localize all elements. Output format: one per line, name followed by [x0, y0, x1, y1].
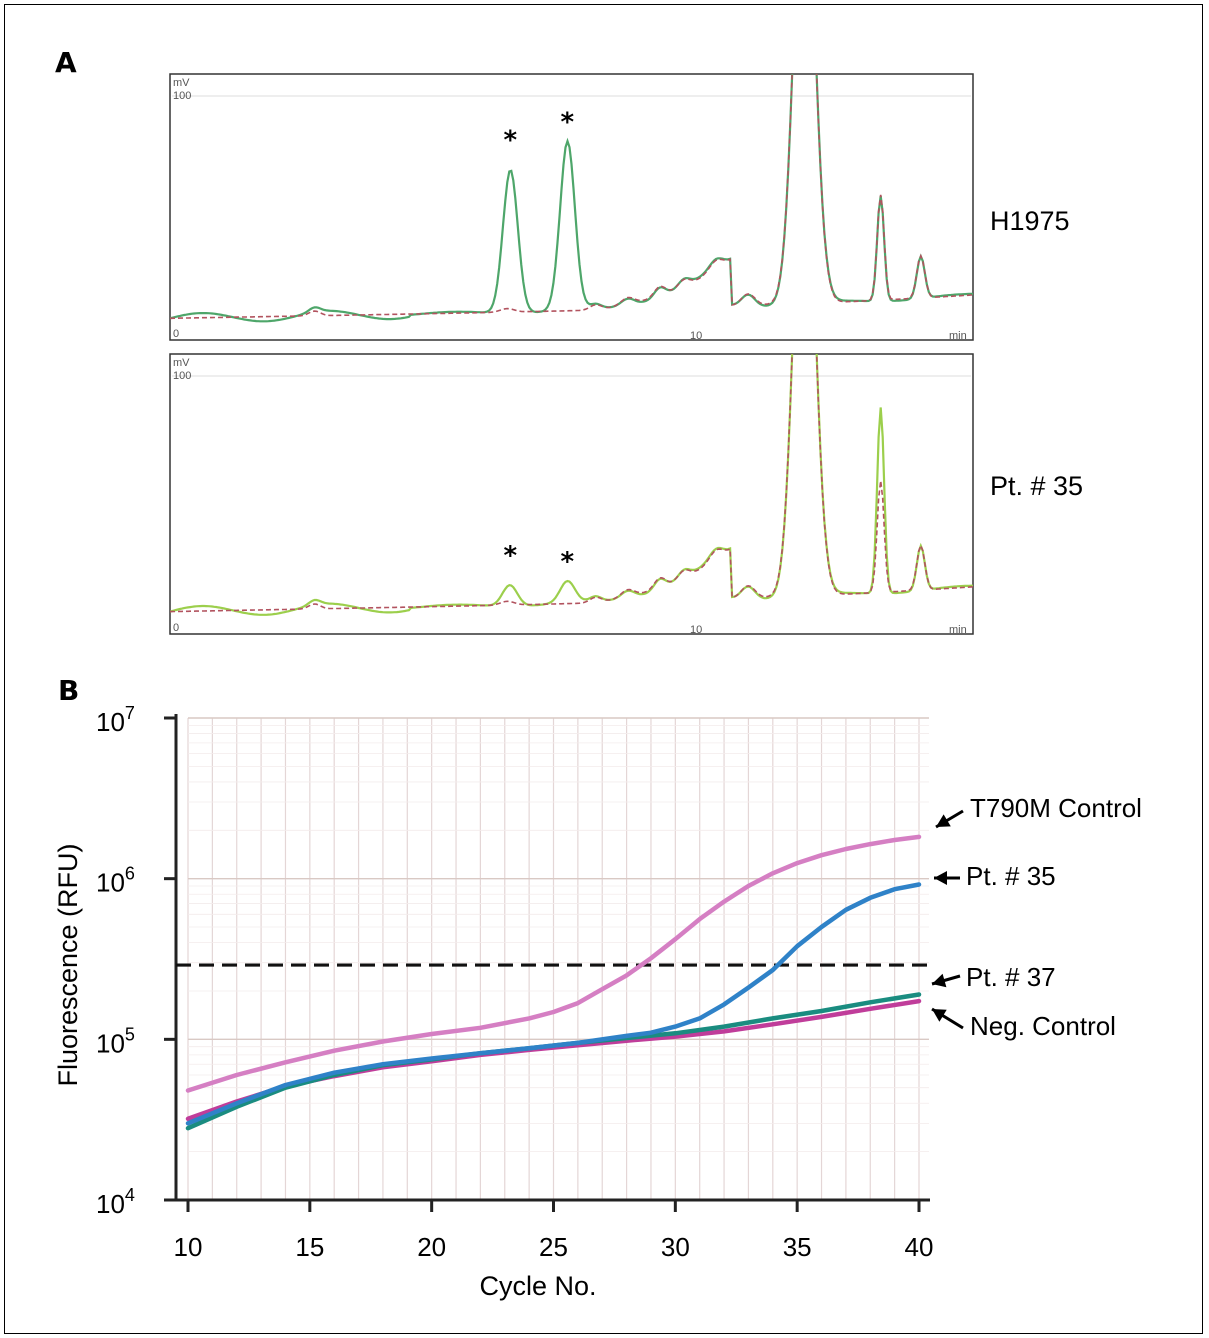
x-unit-label: min — [949, 624, 967, 636]
y-tick-label: 106 — [96, 864, 135, 898]
y-tick-exponent: 7 — [125, 703, 135, 723]
y-tick-exponent: 4 — [125, 1185, 135, 1205]
annotation-arrow-head — [936, 814, 951, 827]
reference-trace — [170, 354, 973, 613]
y-tick-base: 10 — [96, 707, 125, 737]
y-unit-label: mV — [173, 357, 190, 369]
sample-trace — [170, 74, 973, 323]
x-tick-label: 20 — [417, 1232, 446, 1262]
series-annotation-label: Pt. # 35 — [966, 861, 1056, 891]
x-tick-label: 15 — [295, 1232, 324, 1262]
y-tick-label: 104 — [96, 1185, 135, 1219]
figure-frame — [4, 4, 1203, 1334]
chromatogram-frame — [169, 353, 974, 635]
y-axis-title: Fluorescence (RFU) — [53, 843, 83, 1086]
series-annotation-label: T790M Control — [970, 793, 1142, 823]
sample-trace — [170, 354, 973, 616]
y-tick-base: 10 — [96, 1028, 125, 1058]
series-annotation-label: Neg. Control — [970, 1011, 1116, 1041]
y-min-label: 0 — [173, 622, 179, 634]
reference-trace — [170, 74, 973, 320]
x-unit-label: min — [949, 330, 967, 342]
x-tick-label: 40 — [905, 1232, 934, 1262]
y-unit-label: mV — [173, 77, 190, 89]
y-min-label: 0 — [173, 328, 179, 340]
annotation-arrow-head — [932, 973, 947, 988]
y-tick-exponent: 5 — [125, 1024, 135, 1044]
x-tick-label: 35 — [783, 1232, 812, 1262]
x-tick-label: 30 — [661, 1232, 690, 1262]
peak-star: * — [503, 126, 517, 156]
panel-b-letter: B — [58, 674, 79, 707]
annotation-arrow-head — [934, 871, 947, 885]
x-axis-title: Cycle No. — [479, 1271, 596, 1301]
y-tick-base: 10 — [96, 1189, 125, 1219]
sample-label: H1975 — [990, 206, 1070, 236]
x-tick-label: 10 — [174, 1232, 203, 1262]
chromatogram-frame — [169, 73, 974, 341]
x-tick-label: 25 — [539, 1232, 568, 1262]
series-line-0 — [185, 834, 922, 1093]
y-max-label: 100 — [173, 370, 191, 382]
y-max-label: 100 — [173, 90, 191, 102]
x-mid-label: 10 — [690, 624, 702, 636]
y-tick-label: 107 — [96, 703, 135, 737]
annotation-arrow-head — [932, 1009, 947, 1022]
series-annotation-label: Pt. # 37 — [966, 962, 1056, 992]
panel-a-letter: A — [55, 46, 77, 79]
x-mid-label: 10 — [690, 330, 702, 342]
peak-star: * — [560, 107, 574, 137]
peak-star: * — [503, 541, 517, 571]
y-tick-exponent: 6 — [125, 864, 135, 884]
sample-label: Pt. # 35 — [990, 471, 1083, 501]
peak-star: * — [560, 547, 574, 577]
y-tick-base: 10 — [96, 868, 125, 898]
series-line-1 — [185, 882, 922, 1126]
y-tick-label: 105 — [96, 1024, 135, 1058]
